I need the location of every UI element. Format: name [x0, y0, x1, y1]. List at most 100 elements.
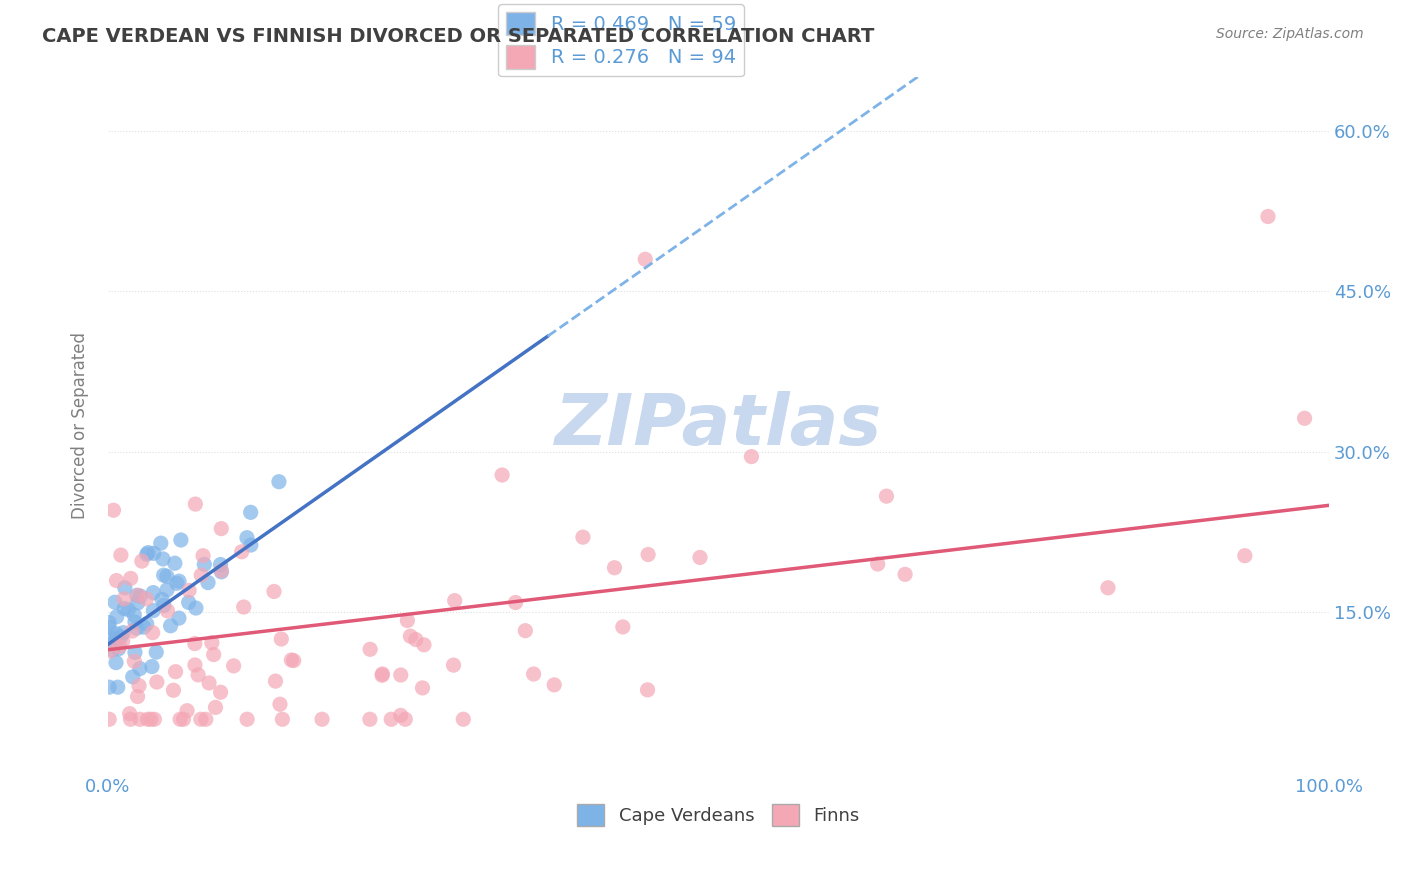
Point	[232, 600, 254, 615]
Point	[637, 548, 659, 562]
Point	[142, 585, 165, 599]
Point	[231, 545, 253, 559]
Point	[264, 674, 287, 689]
Point	[103, 503, 125, 517]
Point	[124, 608, 146, 623]
Point	[603, 560, 626, 574]
Point	[413, 638, 436, 652]
Point	[135, 547, 157, 561]
Legend: Cape Verdeans, Finns: Cape Verdeans, Finns	[569, 797, 868, 833]
Point	[105, 609, 128, 624]
Point	[371, 668, 394, 682]
Point	[142, 625, 165, 640]
Point	[120, 571, 142, 585]
Point	[167, 611, 190, 625]
Point	[125, 588, 148, 602]
Point	[108, 640, 131, 654]
Point	[184, 497, 207, 511]
Point	[112, 601, 135, 615]
Point	[153, 599, 176, 613]
Point	[129, 589, 152, 603]
Point	[142, 604, 165, 618]
Point	[637, 682, 659, 697]
Point	[411, 681, 433, 695]
Point	[399, 629, 422, 643]
Point	[271, 712, 294, 726]
Text: Source: ZipAtlas.com: Source: ZipAtlas.com	[1216, 27, 1364, 41]
Point	[121, 670, 143, 684]
Point	[98, 712, 121, 726]
Point	[101, 636, 124, 650]
Point	[523, 667, 546, 681]
Point	[121, 624, 143, 639]
Point	[740, 450, 762, 464]
Point	[135, 616, 157, 631]
Point	[267, 475, 290, 489]
Point	[184, 637, 207, 651]
Point	[515, 624, 537, 638]
Point	[1294, 411, 1316, 425]
Point	[127, 690, 149, 704]
Point	[124, 645, 146, 659]
Point	[127, 596, 149, 610]
Point	[117, 602, 139, 616]
Point	[405, 632, 427, 647]
Point	[190, 712, 212, 726]
Point	[453, 712, 475, 726]
Point	[177, 583, 200, 598]
Point	[124, 615, 146, 629]
Point	[194, 712, 217, 726]
Point	[107, 680, 129, 694]
Point	[156, 604, 179, 618]
Point	[110, 548, 132, 562]
Point	[98, 620, 121, 634]
Point	[128, 679, 150, 693]
Point	[114, 581, 136, 595]
Point	[169, 712, 191, 726]
Point	[101, 642, 124, 657]
Point	[572, 530, 595, 544]
Point	[112, 591, 135, 606]
Point	[146, 675, 169, 690]
Point	[634, 252, 657, 267]
Point	[236, 712, 259, 726]
Point	[270, 632, 292, 646]
Point	[173, 712, 195, 726]
Point	[239, 505, 262, 519]
Point	[159, 619, 181, 633]
Point	[136, 712, 159, 726]
Point	[491, 468, 513, 483]
Point	[209, 522, 232, 536]
Point	[111, 634, 134, 648]
Point	[612, 620, 634, 634]
Point	[98, 644, 121, 658]
Point	[104, 595, 127, 609]
Point	[127, 588, 149, 602]
Point	[129, 662, 152, 676]
Point	[98, 680, 121, 694]
Point	[389, 668, 412, 682]
Point	[163, 556, 186, 570]
Point	[112, 625, 135, 640]
Point	[359, 712, 381, 726]
Point	[191, 549, 214, 563]
Point	[128, 712, 150, 726]
Point	[125, 621, 148, 635]
Point	[166, 576, 188, 591]
Point	[505, 595, 527, 609]
Point	[156, 582, 179, 597]
Point	[1097, 581, 1119, 595]
Point	[184, 657, 207, 672]
Point	[107, 641, 129, 656]
Point	[198, 676, 221, 690]
Point	[197, 575, 219, 590]
Point	[394, 712, 416, 726]
Point	[209, 558, 232, 572]
Point	[222, 658, 245, 673]
Point	[371, 667, 394, 681]
Point	[396, 614, 419, 628]
Point	[142, 546, 165, 560]
Point	[280, 653, 302, 667]
Point	[263, 584, 285, 599]
Point	[380, 712, 402, 726]
